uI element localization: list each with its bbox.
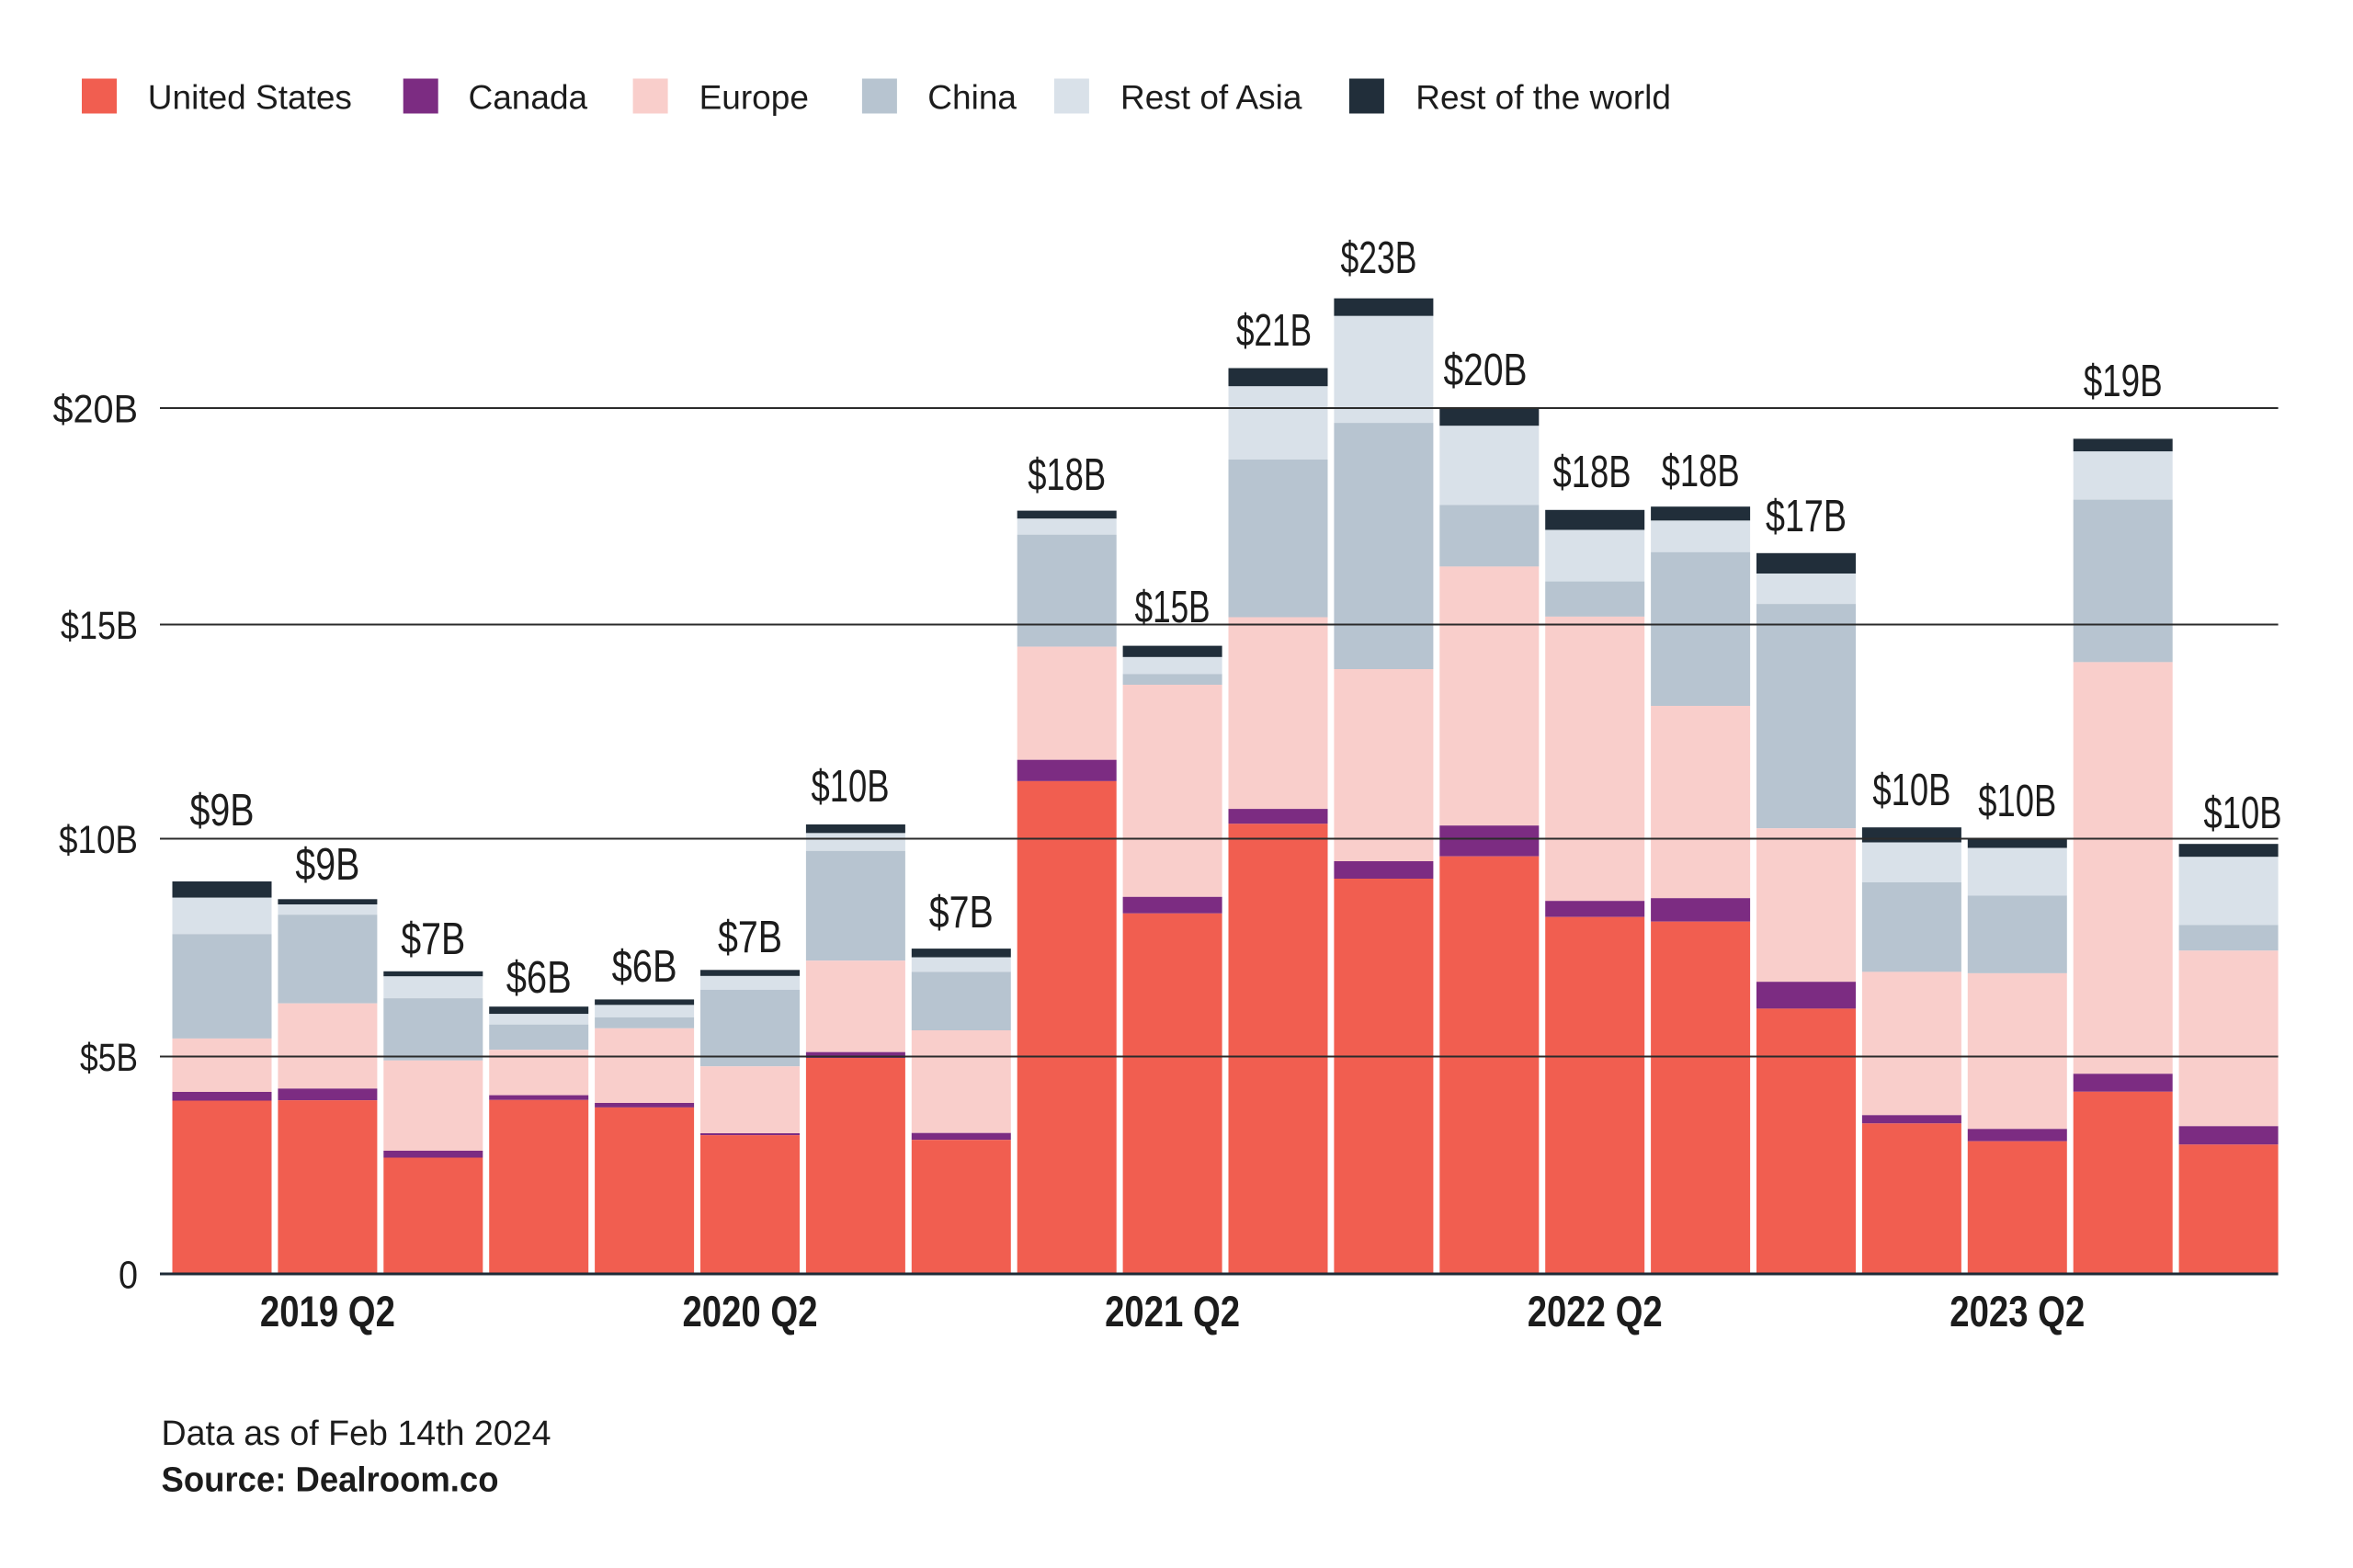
svg-text:Rest of Asia: Rest of Asia (1120, 79, 1302, 117)
svg-text:$10B: $10B (59, 818, 138, 862)
svg-text:$20B: $20B (1444, 346, 1528, 395)
svg-text:$23B: $23B (1341, 233, 1417, 283)
svg-text:$15B: $15B (1135, 583, 1211, 632)
svg-text:2021 Q2: 2021 Q2 (1105, 1287, 1240, 1335)
svg-text:$6B: $6B (506, 953, 572, 1003)
svg-text:$18B: $18B (1028, 450, 1106, 500)
svg-text:$10B: $10B (2204, 789, 2282, 838)
svg-text:$5B: $5B (80, 1036, 138, 1080)
svg-text:$18B: $18B (1662, 447, 1740, 496)
svg-text:$9B: $9B (295, 840, 359, 890)
svg-text:$7B: $7B (718, 913, 782, 962)
svg-text:2020 Q2: 2020 Q2 (683, 1287, 818, 1335)
svg-text:$15B: $15B (61, 604, 138, 648)
svg-text:Rest of the world: Rest of the world (1415, 79, 1671, 117)
svg-text:$18B: $18B (1553, 448, 1631, 497)
svg-text:$6B: $6B (612, 942, 677, 992)
svg-text:2019 Q2: 2019 Q2 (260, 1287, 395, 1335)
svg-text:$10B: $10B (812, 762, 890, 812)
svg-text:$9B: $9B (190, 786, 255, 835)
svg-text:$19B: $19B (2084, 357, 2163, 406)
svg-text:Data as of Feb 14th 2024: Data as of Feb 14th 2024 (162, 1415, 551, 1453)
svg-text:2022 Q2: 2022 Q2 (1528, 1287, 1663, 1335)
svg-text:2023 Q2: 2023 Q2 (1949, 1287, 2085, 1335)
svg-text:Source: Dealroom.co: Source: Dealroom.co (162, 1461, 499, 1500)
svg-text:$21B: $21B (1236, 306, 1312, 356)
svg-text:United States: United States (148, 79, 352, 117)
svg-text:Europe: Europe (699, 79, 809, 117)
svg-text:$7B: $7B (929, 888, 994, 937)
svg-text:$17B: $17B (1766, 492, 1847, 541)
svg-text:Canada: Canada (469, 79, 588, 117)
svg-text:$10B: $10B (1872, 766, 1950, 815)
svg-text:$20B: $20B (53, 388, 139, 432)
svg-text:China: China (927, 79, 1017, 117)
svg-text:$7B: $7B (401, 915, 465, 964)
svg-text:$10B: $10B (1978, 777, 2056, 826)
svg-text:0: 0 (119, 1254, 138, 1298)
